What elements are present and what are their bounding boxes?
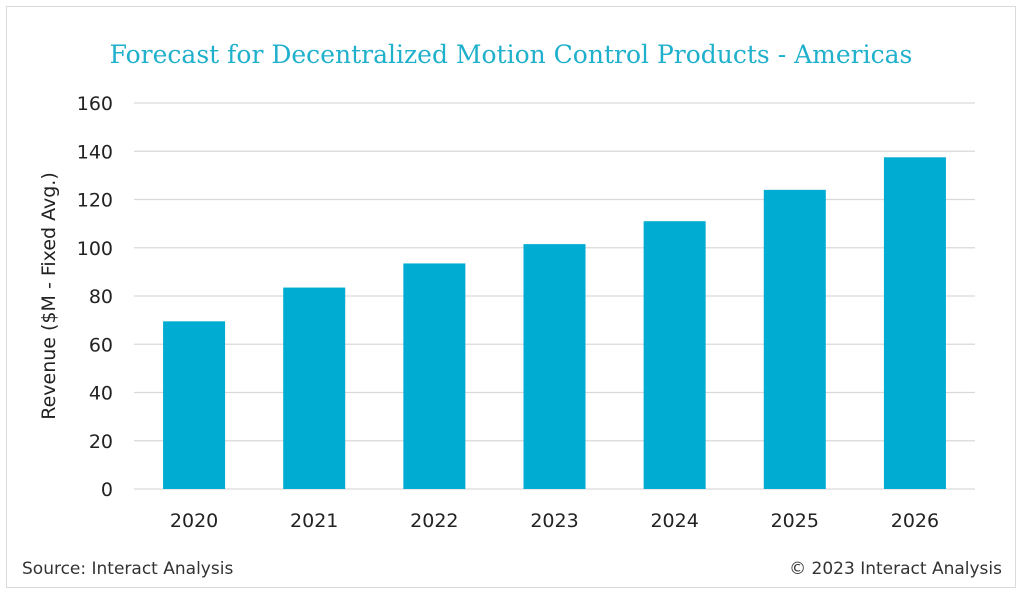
bar-2023 [523, 244, 586, 489]
x-tick-label: 2022 [410, 510, 458, 532]
x-axis-ticks: 2020 2021 2022 2023 2024 2025 2026 [170, 510, 939, 532]
y-tick-label: 160 [77, 93, 113, 115]
x-tick-label: 2024 [650, 510, 698, 532]
y-tick-label: 40 [89, 383, 113, 405]
y-tick-label: 20 [89, 431, 113, 453]
y-tick-label: 120 [77, 190, 113, 212]
bar-2026 [883, 157, 946, 489]
bars [163, 157, 946, 489]
x-tick-label: 2025 [771, 510, 819, 532]
y-axis-ticks: 0 20 40 60 80 100 120 140 160 [77, 93, 113, 501]
source-note: Source: Interact Analysis [22, 559, 233, 579]
y-tick-label: 0 [101, 479, 113, 501]
y-tick-label: 80 [89, 286, 113, 308]
chart-title: Forecast for Decentralized Motion Contro… [110, 40, 913, 69]
x-tick-label: 2023 [530, 510, 578, 532]
x-tick-label: 2026 [891, 510, 939, 532]
copyright-note: © 2023 Interact Analysis [789, 559, 1002, 579]
y-tick-label: 100 [77, 238, 113, 260]
bar-2022 [403, 263, 466, 489]
x-tick-label: 2021 [290, 510, 338, 532]
y-axis-label: Revenue ($M - Fixed Avg.) [38, 172, 60, 420]
y-tick-label: 60 [89, 334, 113, 356]
bar-2021 [283, 287, 346, 489]
x-tick-label: 2020 [170, 510, 218, 532]
y-tick-label: 140 [77, 141, 113, 163]
bar-2025 [763, 189, 826, 489]
bar-2020 [163, 321, 226, 489]
bar-2024 [643, 221, 706, 489]
